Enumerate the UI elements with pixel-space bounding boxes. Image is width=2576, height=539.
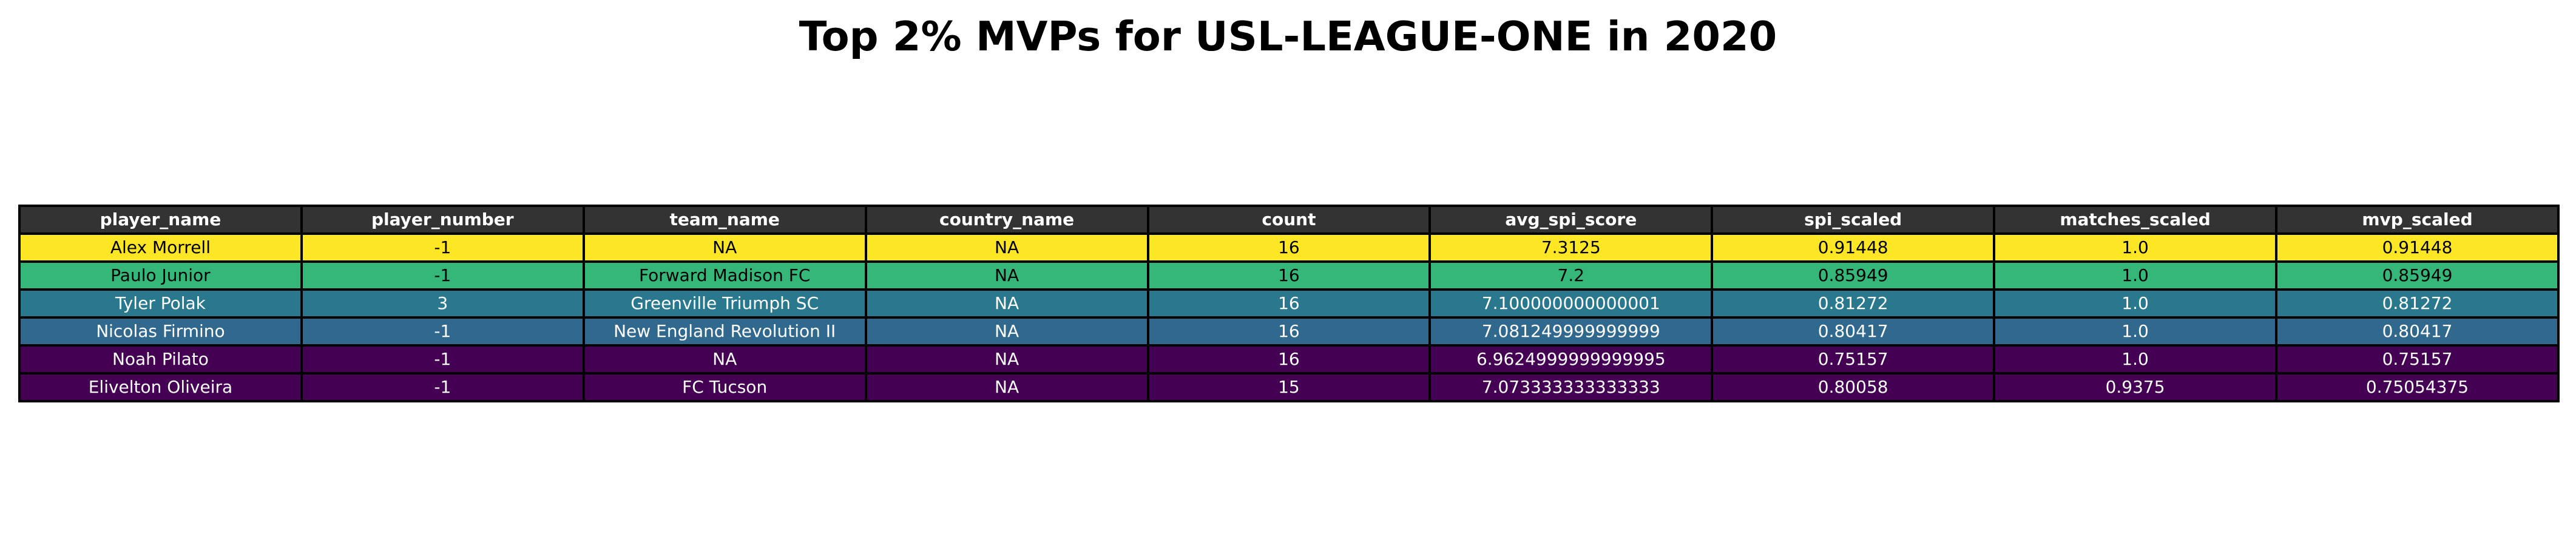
table-cell-player-name: Elivelton Oliveira — [18, 372, 303, 402]
table-cell-player-name: Nicolas Firmino — [18, 316, 303, 347]
table-cell-team-name: NA — [582, 232, 867, 263]
table-cell-player-number: -1 — [300, 232, 585, 263]
column-header-count: count — [1146, 205, 1432, 235]
table-cell-avg-spi-score: 7.081249999999999 — [1428, 316, 1714, 347]
mvp-table: player_name player_number team_name country… — [18, 205, 2560, 402]
column-header-player-number: player_number — [300, 205, 585, 235]
table-cell-count: 16 — [1146, 344, 1432, 375]
table-cell-spi-scaled: 0.80058 — [1711, 372, 1996, 402]
table-cell-player-name: Paulo Junior — [18, 260, 303, 291]
table-row: Noah Pilato -1 NA NA 16 6.9624999999999995 0.7… — [18, 344, 2560, 375]
table-cell-country-name: NA — [864, 316, 1149, 347]
column-header-country-name: country_name — [864, 205, 1149, 235]
table-row: Paulo Junior -1 Forward Madison FC NA 16 7.2 0… — [18, 260, 2560, 291]
table-cell-spi-scaled: 0.91448 — [1711, 232, 1996, 263]
table-cell-avg-spi-score: 7.3125 — [1428, 232, 1714, 263]
table-cell-count: 16 — [1146, 260, 1432, 291]
table-cell-country-name: NA — [864, 344, 1149, 375]
table-cell-matches-scaled: 1.0 — [1993, 288, 2277, 319]
table-cell-matches-scaled: 1.0 — [1993, 232, 2277, 263]
table-cell-player-name: Alex Morrell — [18, 232, 303, 263]
table-cell-team-name: FC Tucson — [582, 372, 867, 402]
table-cell-count: 16 — [1146, 288, 1432, 319]
table-cell-spi-scaled: 0.81272 — [1711, 288, 1996, 319]
table-cell-country-name: NA — [864, 232, 1149, 263]
table-cell-country-name: NA — [864, 260, 1149, 291]
chart-title: Top 2% MVPs for USL-LEAGUE-ONE in 2020 — [799, 13, 1777, 60]
table-body: Alex Morrell -1 NA NA 16 7.3125 0.91448 1.0 0.91… — [18, 232, 2560, 402]
table-cell-player-number: -1 — [300, 260, 585, 291]
table-cell-mvp-scaled: 0.81272 — [2275, 288, 2560, 319]
table-cell-country-name: NA — [864, 372, 1149, 402]
table-row: Tyler Polak 3 Greenville Triumph SC NA 16 7.1… — [18, 288, 2560, 319]
table-cell-team-name: NA — [582, 344, 867, 375]
table-cell-player-name: Tyler Polak — [18, 288, 303, 319]
table-cell-player-number: -1 — [300, 344, 585, 375]
table-cell-mvp-scaled: 0.91448 — [2275, 232, 2560, 263]
table-cell-matches-scaled: 1.0 — [1993, 316, 2277, 347]
table-cell-matches-scaled: 1.0 — [1993, 344, 2277, 375]
table-cell-player-number: -1 — [300, 372, 585, 402]
table-cell-player-number: 3 — [300, 288, 585, 319]
column-header-team-name: team_name — [582, 205, 867, 235]
column-header-matches-scaled: matches_scaled — [1993, 205, 2277, 235]
column-header-mvp-scaled: mvp_scaled — [2275, 205, 2560, 235]
table-cell-avg-spi-score: 7.073333333333333 — [1428, 372, 1714, 402]
mvp-table-container: player_name player_number team_name country… — [18, 205, 2560, 402]
table-row: Nicolas Firmino -1 New England Revolution … — [18, 316, 2560, 347]
table-cell-matches-scaled: 1.0 — [1993, 260, 2277, 291]
table-cell-avg-spi-score: 7.100000000000001 — [1428, 288, 1714, 319]
table-cell-team-name: New England Revolution II — [582, 316, 867, 347]
column-header-spi-scaled: spi_scaled — [1711, 205, 1996, 235]
table-cell-mvp-scaled: 0.75054375 — [2275, 372, 2560, 402]
table-cell-avg-spi-score: 7.2 — [1428, 260, 1714, 291]
column-header-avg-spi-score: avg_spi_score — [1428, 205, 1714, 235]
table-row: Alex Morrell -1 NA NA 16 7.3125 0.91448 1.0 0.91… — [18, 232, 2560, 263]
table-cell-country-name: NA — [864, 288, 1149, 319]
table-cell-spi-scaled: 0.85949 — [1711, 260, 1996, 291]
table-row: Elivelton Oliveira -1 FC Tucson NA 15 7.07333… — [18, 372, 2560, 402]
table-cell-count: 16 — [1146, 232, 1432, 263]
table-cell-count: 16 — [1146, 316, 1432, 347]
table-cell-spi-scaled: 0.80417 — [1711, 316, 1996, 347]
table-cell-count: 15 — [1146, 372, 1432, 402]
column-header-player-name: player_name — [18, 205, 303, 235]
table-cell-team-name: Forward Madison FC — [582, 260, 867, 291]
table-cell-team-name: Greenville Triumph SC — [582, 288, 867, 319]
table-cell-avg-spi-score: 6.9624999999999995 — [1428, 344, 1714, 375]
table-cell-mvp-scaled: 0.80417 — [2275, 316, 2560, 347]
table-header-row: player_name player_number team_name country… — [18, 205, 2560, 235]
table-cell-mvp-scaled: 0.75157 — [2275, 344, 2560, 375]
table-cell-mvp-scaled: 0.85949 — [2275, 260, 2560, 291]
table-cell-spi-scaled: 0.75157 — [1711, 344, 1996, 375]
table-cell-matches-scaled: 0.9375 — [1993, 372, 2277, 402]
table-cell-player-name: Noah Pilato — [18, 344, 303, 375]
table-cell-player-number: -1 — [300, 316, 585, 347]
